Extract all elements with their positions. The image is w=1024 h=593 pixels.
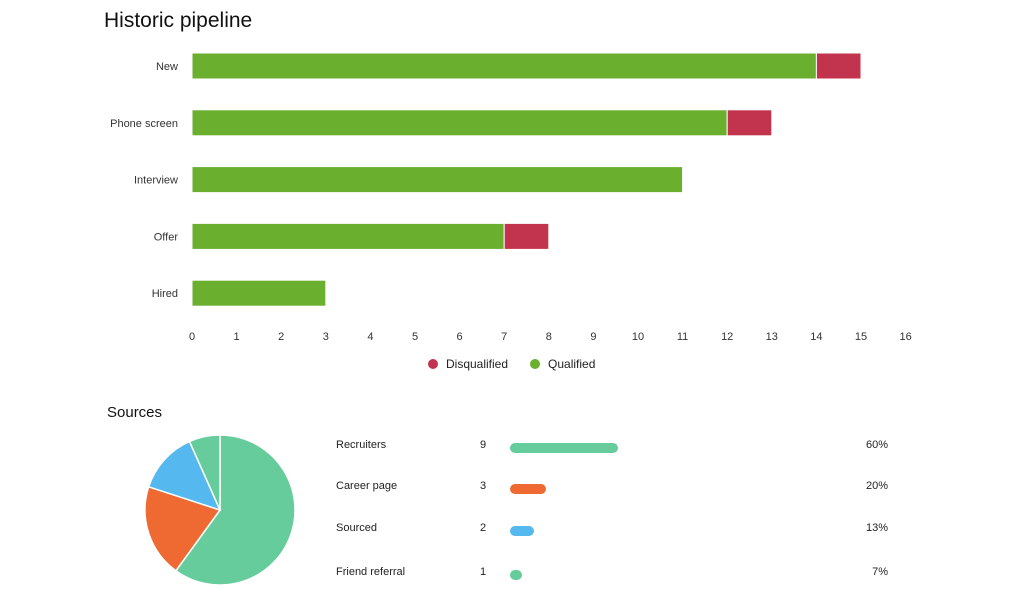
x-tick-label: 3 bbox=[323, 331, 329, 343]
x-tick-label: 7 bbox=[501, 331, 507, 343]
source-name: Career page bbox=[336, 480, 398, 492]
x-tick-label: 1 bbox=[234, 331, 240, 343]
x-tick-label: 13 bbox=[766, 331, 778, 343]
x-tick-label: 9 bbox=[590, 331, 596, 343]
source-name: Sourced bbox=[336, 522, 377, 534]
chart-legend: Disqualified Qualified bbox=[428, 357, 595, 371]
bar-qualified-hired[interactable] bbox=[191, 279, 327, 307]
source-percent: 7% bbox=[872, 566, 888, 578]
sources-pie-chart bbox=[144, 434, 296, 586]
category-label: Phone screen bbox=[110, 118, 178, 130]
source-count: 2 bbox=[480, 522, 487, 534]
x-tick-label: 15 bbox=[855, 331, 867, 343]
x-tick-label: 14 bbox=[810, 331, 822, 343]
legend-item-disqualified[interactable]: Disqualified bbox=[428, 357, 508, 371]
legend-label-qualified: Qualified bbox=[548, 357, 596, 371]
x-tick-label: 5 bbox=[412, 331, 418, 343]
source-count: 1 bbox=[480, 566, 487, 578]
source-count: 9 bbox=[480, 439, 487, 451]
bar-qualified-phone-screen[interactable] bbox=[191, 109, 728, 137]
bar-qualified-offer[interactable] bbox=[191, 222, 505, 250]
category-label: New bbox=[156, 61, 178, 73]
bar-disqualified-new[interactable] bbox=[815, 52, 862, 80]
source-name: Friend referral bbox=[336, 566, 406, 578]
category-label: Offer bbox=[154, 231, 179, 243]
source-name: Recruiters bbox=[336, 439, 387, 451]
x-tick-label: 6 bbox=[457, 331, 463, 343]
legend-dot-qualified bbox=[530, 359, 541, 369]
bar-disqualified-phone-screen[interactable] bbox=[726, 109, 773, 137]
legend-dot-disqualified bbox=[428, 359, 438, 369]
source-bar bbox=[510, 526, 534, 536]
chart-title: Historic pipeline bbox=[104, 9, 253, 32]
x-tick-label: 11 bbox=[677, 331, 688, 343]
legend-label-disqualified: Disqualified bbox=[446, 357, 509, 371]
pie-slice-friend-referral[interactable] bbox=[188, 434, 221, 511]
source-row: Friend referral 1 7% bbox=[0, 566, 1024, 586]
source-percent: 20% bbox=[865, 480, 888, 492]
source-percent: 13% bbox=[865, 522, 888, 534]
source-count: 3 bbox=[480, 480, 487, 492]
category-label: Interview bbox=[134, 175, 178, 187]
source-row: Sourced 2 13% bbox=[0, 522, 1024, 542]
bar-qualified-new[interactable] bbox=[191, 52, 817, 80]
source-bar bbox=[510, 443, 618, 453]
source-percent: 60% bbox=[865, 439, 888, 451]
x-tick-label: 10 bbox=[632, 331, 644, 343]
sources-title: Sources bbox=[107, 404, 163, 421]
pie-slice-career-page[interactable] bbox=[144, 485, 222, 572]
legend-item-qualified[interactable]: Qualified bbox=[530, 357, 595, 371]
source-bar bbox=[510, 570, 522, 580]
x-tick-label: 4 bbox=[367, 331, 373, 343]
x-tick-label: 0 bbox=[189, 331, 195, 343]
x-tick-label: 8 bbox=[546, 331, 552, 343]
x-tick-label: 16 bbox=[899, 331, 911, 343]
pie-slice-recruiters[interactable] bbox=[174, 434, 296, 586]
category-label: Hired bbox=[152, 288, 178, 300]
source-bar bbox=[510, 484, 546, 494]
bar-qualified-interview[interactable] bbox=[191, 166, 684, 194]
pie-slice-sourced[interactable] bbox=[147, 440, 222, 512]
source-row: Career page 3 20% bbox=[0, 480, 1024, 500]
source-row: Recruiters 9 60% bbox=[0, 439, 1024, 459]
x-tick-label: 2 bbox=[278, 331, 284, 343]
bar-disqualified-offer[interactable] bbox=[503, 222, 550, 250]
x-tick-label: 12 bbox=[721, 331, 733, 343]
